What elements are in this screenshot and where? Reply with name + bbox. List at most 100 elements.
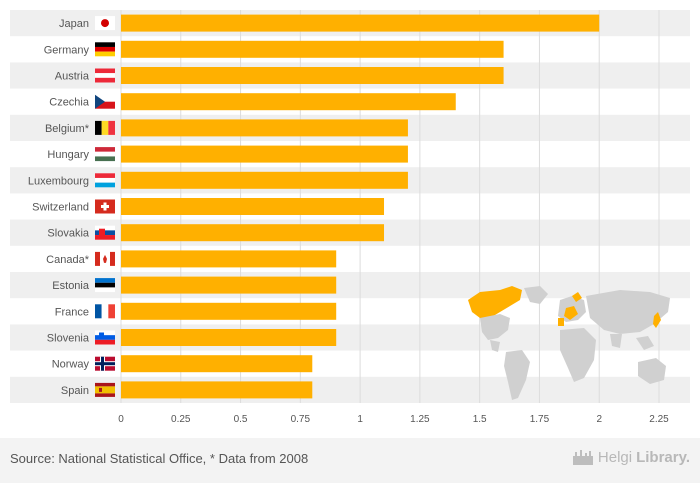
map-spain [558, 318, 564, 326]
flag-emblem [99, 387, 102, 392]
flag-stripe [95, 101, 115, 109]
flag-estonia-icon [95, 278, 115, 293]
flag-switzerland-icon [95, 199, 115, 214]
flag-stripe [95, 46, 115, 52]
bar [121, 250, 337, 268]
flag-france-icon [95, 304, 115, 319]
flag-czechia-icon [95, 94, 115, 109]
category-label: France [55, 306, 89, 318]
category-label: Canada* [46, 254, 90, 266]
flag-stripe [95, 147, 115, 152]
x-tick-label: 0.5 [234, 414, 248, 425]
flag-spain-icon [95, 382, 115, 397]
flag-stripe [95, 73, 115, 78]
category-label: Japan [59, 18, 89, 30]
flag-slovakia-icon [95, 225, 115, 240]
x-tick-label: 2 [596, 414, 602, 425]
flag-stripe [95, 68, 115, 74]
bar [121, 14, 600, 32]
bar [121, 119, 408, 137]
brand-prefix: Helgi [597, 449, 633, 466]
map-europe-highlight [564, 306, 578, 320]
flag-stripe [95, 77, 115, 83]
flag-luxembourg-icon [95, 173, 115, 188]
world-map-inset [468, 286, 670, 400]
x-tick-label: 1.75 [530, 414, 550, 425]
category-label: Norway [52, 359, 90, 371]
category-label: Slovakia [47, 228, 89, 240]
flag-stripe [101, 304, 109, 319]
footer: Source: National Statistical Office, * D… [0, 438, 700, 483]
flag-stripe [101, 120, 109, 135]
map-central-america [490, 340, 500, 352]
category-label: Germany [44, 44, 90, 56]
bar [121, 40, 504, 58]
flag-hungary-icon [95, 147, 115, 162]
flag-norway-icon [95, 356, 115, 371]
flag-stripe [95, 386, 115, 394]
map-africa [560, 328, 596, 382]
flag-stripe [95, 282, 115, 288]
map-japan [653, 312, 661, 328]
x-tick-label: 0.25 [171, 414, 191, 425]
map-southeast-asia [636, 336, 654, 350]
bar [121, 93, 456, 111]
flag-stripe [95, 235, 115, 240]
x-tick-label: 1.5 [473, 414, 487, 425]
flag-stripe [95, 151, 115, 157]
brand-suffix: Library. [636, 449, 690, 466]
category-label: Luxembourg [28, 175, 89, 187]
map-south-america [504, 350, 530, 400]
flag-stripe [95, 173, 115, 178]
library-building-icon [572, 449, 593, 465]
flag-leaf [103, 254, 107, 263]
bar [121, 329, 337, 346]
flag-stripe [95, 330, 115, 336]
map-usa [480, 314, 510, 340]
flag-stripe [95, 51, 115, 57]
flag-stripe [95, 382, 115, 387]
source-note: Source: National Statistical Office, * D… [10, 451, 309, 466]
flag-stripe [95, 120, 102, 135]
map-canada [468, 286, 522, 318]
flag-stripe [108, 120, 115, 135]
flag-stripe [95, 339, 115, 345]
flag-canada-icon [95, 251, 115, 266]
flag-triangle [95, 94, 105, 109]
bar [121, 355, 313, 373]
flag-austria-icon [95, 68, 115, 83]
flag-germany-icon [95, 42, 115, 57]
map-australia [638, 358, 666, 384]
flag-stripe [108, 304, 115, 319]
bar [121, 302, 337, 320]
flag-stripe [95, 42, 115, 47]
bar [121, 276, 337, 294]
category-label: Slovenia [47, 333, 90, 345]
flag-japan-icon [95, 16, 115, 31]
x-tick-label: 1.25 [410, 414, 430, 425]
brand-logo[interactable]: Helgi Library. [572, 449, 690, 466]
flag-emblem [99, 228, 105, 237]
flag-disc [101, 19, 109, 28]
bar [121, 381, 313, 399]
category-label: Austria [55, 71, 90, 83]
flag-stripe [95, 251, 100, 266]
flag-stripe [110, 251, 115, 266]
flag-stripe [95, 156, 115, 162]
flag-emblem [99, 332, 104, 339]
map-asia [586, 290, 670, 334]
category-label: Spain [61, 385, 89, 397]
bar [121, 145, 408, 163]
map-norway [572, 292, 582, 302]
x-tick-label: 1 [357, 414, 363, 425]
flag-cross [95, 362, 115, 366]
x-tick-label: 0.75 [291, 414, 311, 425]
category-label: Estonia [52, 280, 90, 292]
category-label: Belgium* [45, 123, 90, 135]
chart-canvas: Japan Germany Austria Czechia Belgium* Hungar… [10, 10, 690, 425]
flag-cross [101, 205, 109, 208]
flag-stripe [95, 393, 115, 397]
category-label: Switzerland [32, 202, 89, 214]
flag-stripe [95, 225, 115, 231]
